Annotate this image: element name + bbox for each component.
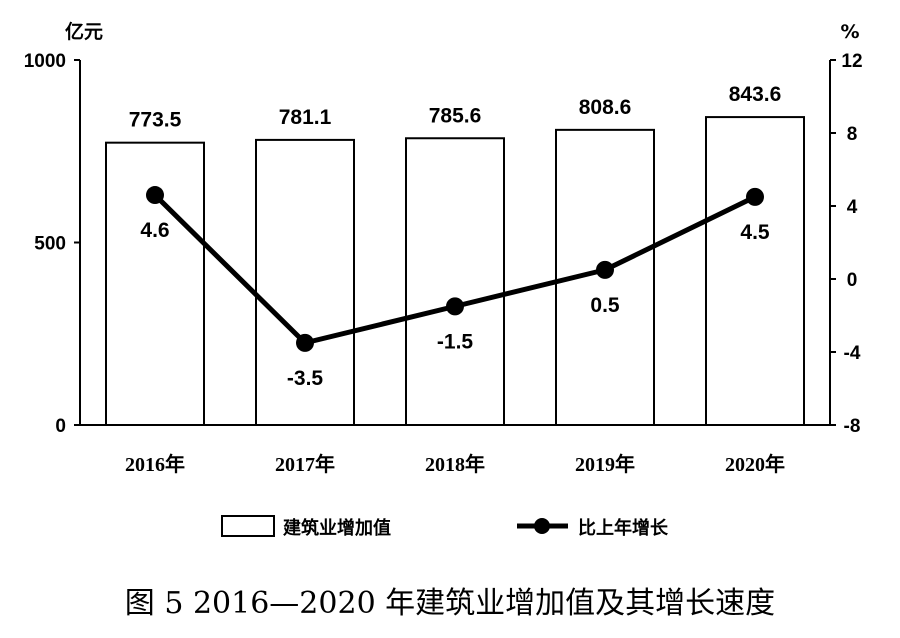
- legend-line-label: 比上年增长: [578, 517, 669, 539]
- legend-bar-swatch: [221, 515, 275, 537]
- figure-caption: 图 5 2016—2020 年建筑业增加值及其增长速度: [125, 586, 775, 621]
- left-tick-label: 0: [55, 416, 66, 437]
- line-series: 4.6 -3.5 -1.5 0.5 4.5: [140, 186, 770, 390]
- left-axis-unit: 亿元: [65, 20, 103, 43]
- bar-value-label: 843.6: [729, 83, 782, 106]
- right-tick-label: 4: [847, 197, 858, 218]
- bar: [105, 141, 205, 427]
- category-label: 2017年: [275, 452, 335, 476]
- bar: [705, 116, 805, 426]
- left-tick-label: 500: [34, 234, 66, 255]
- category-label: 2016年: [125, 452, 185, 476]
- legend-line-marker: [534, 518, 550, 534]
- legend-bar-label: 建筑业增加值: [283, 517, 391, 539]
- right-tick-label: 0: [847, 270, 858, 291]
- bar-value-label: 781.1: [279, 106, 332, 129]
- category-label: 2020年: [725, 452, 785, 476]
- growth-value-label: -3.5: [287, 367, 324, 390]
- right-axis-unit: %: [840, 21, 859, 43]
- bar-value-label: 808.6: [579, 96, 632, 119]
- right-tick-label: -4: [844, 343, 861, 364]
- bar-value-label: 773.5: [129, 109, 182, 132]
- bar-value-label: 785.6: [429, 104, 482, 127]
- growth-value-label: 4.6: [140, 219, 169, 242]
- growth-point: [446, 297, 464, 316]
- left-tick-label: 1000: [24, 51, 66, 72]
- growth-point: [746, 187, 764, 206]
- right-tick-label: 8: [847, 124, 858, 145]
- growth-point: [146, 186, 164, 205]
- growth-point: [296, 333, 314, 352]
- right-tick-label: 12: [841, 51, 862, 72]
- category-labels: 2016年 2017年 2018年 2019年 2020年: [125, 452, 785, 476]
- growth-point: [596, 260, 614, 279]
- category-label: 2018年: [425, 452, 485, 476]
- bar: [255, 138, 355, 426]
- left-axis-ticks: 0 500 1000: [24, 51, 80, 437]
- growth-value-label: -1.5: [437, 330, 474, 353]
- right-axis-ticks: -8 -4 0 4 8 12: [830, 51, 863, 437]
- bar: [405, 137, 505, 426]
- bar-series: 773.5 781.1 785.6 808.6 843.6: [105, 83, 805, 427]
- category-label: 2019年: [575, 452, 635, 476]
- growth-value-label: 0.5: [590, 294, 620, 317]
- legend: 建筑业增加值 比上年增长: [221, 515, 669, 539]
- growth-value-label: 4.5: [740, 221, 770, 244]
- right-tick-label: -8: [844, 416, 861, 437]
